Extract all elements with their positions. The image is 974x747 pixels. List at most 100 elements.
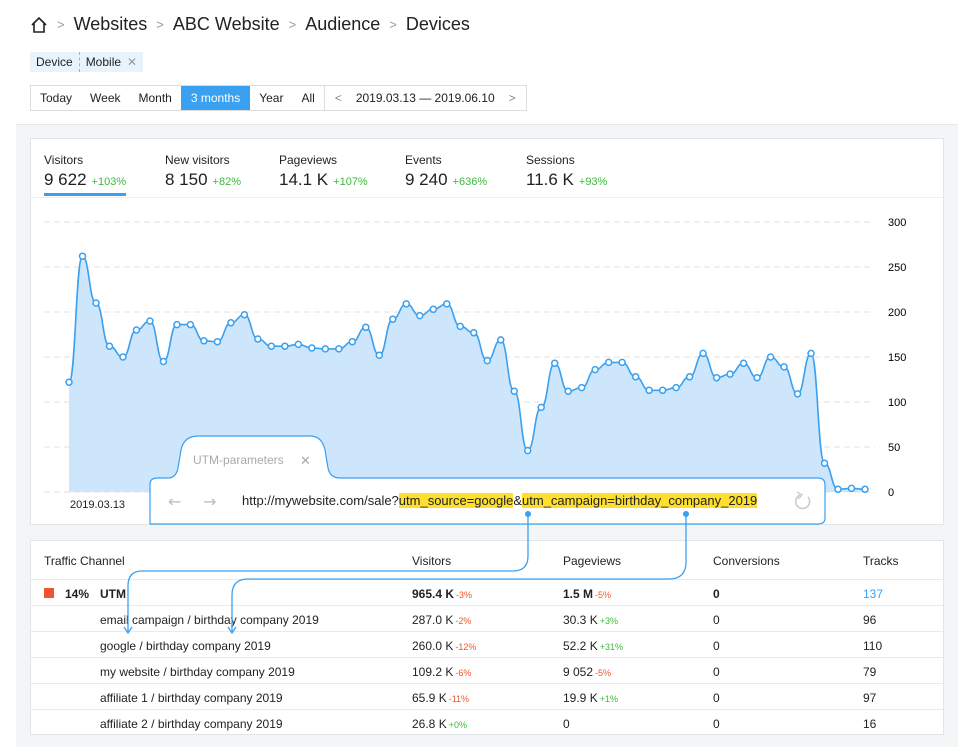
data-point[interactable] <box>105 342 114 350</box>
period-year[interactable]: Year <box>259 91 284 105</box>
table-row[interactable]: affiliate 1 / birthday company 2019 65.9… <box>31 683 943 709</box>
data-point[interactable] <box>631 373 640 381</box>
period-today[interactable]: Today <box>40 91 73 105</box>
chevron-right-icon: > <box>288 17 297 32</box>
data-point[interactable] <box>591 365 599 374</box>
chevron-right-icon[interactable]: > <box>508 91 516 105</box>
data-point[interactable] <box>456 322 465 331</box>
data-point[interactable] <box>78 252 87 260</box>
data-point[interactable] <box>685 373 694 381</box>
data-point[interactable] <box>186 320 195 329</box>
data-point[interactable] <box>645 386 653 395</box>
data-point[interactable] <box>496 336 505 344</box>
table-row-group[interactable]: 14% UTM 965.4 K -3% 1.5 M -5% 0 137 <box>31 579 943 605</box>
data-point[interactable] <box>213 337 222 346</box>
data-point[interactable] <box>712 373 721 382</box>
data-point[interactable] <box>483 356 491 365</box>
data-point[interactable] <box>146 317 154 325</box>
table-row[interactable]: google / birthday company 2019 260.0 K -1… <box>31 631 943 657</box>
data-point[interactable] <box>132 326 141 334</box>
data-point[interactable] <box>375 351 384 359</box>
data-point[interactable] <box>159 357 168 366</box>
data-point[interactable] <box>834 485 842 494</box>
chevron-left-icon[interactable]: < <box>334 91 342 105</box>
breadcrumb-abc-website[interactable]: ABC Website <box>172 14 280 34</box>
breadcrumb-websites[interactable]: Websites <box>73 14 148 34</box>
data-point[interactable] <box>658 386 667 395</box>
stat-new-visitors[interactable]: New visitors 8 150 +82% <box>165 153 241 190</box>
data-point[interactable] <box>861 485 869 494</box>
data-point[interactable] <box>119 353 127 361</box>
data-point[interactable] <box>739 359 748 368</box>
data-point[interactable] <box>321 345 330 353</box>
period-month[interactable]: Month <box>138 91 172 105</box>
data-point[interactable] <box>281 342 289 350</box>
data-point[interactable] <box>335 345 343 353</box>
data-point[interactable] <box>267 342 276 350</box>
data-point[interactable] <box>294 340 303 349</box>
data-point[interactable] <box>780 363 788 371</box>
reload-icon[interactable] <box>794 491 811 510</box>
home-icon[interactable] <box>30 16 48 34</box>
data-point[interactable] <box>443 300 451 308</box>
close-icon[interactable]: ✕ <box>127 55 138 69</box>
header-traffic-channel[interactable]: Traffic Channel <box>44 554 125 568</box>
data-point[interactable] <box>820 459 829 467</box>
data-point[interactable] <box>389 315 397 323</box>
breadcrumb-audience[interactable]: Audience <box>305 14 381 34</box>
chevron-right-icon: > <box>156 17 164 32</box>
table-row[interactable]: affiliate 2 / birthday company 2019 26.8… <box>31 709 943 735</box>
data-point[interactable] <box>672 383 680 392</box>
data-point[interactable] <box>793 390 802 398</box>
data-point[interactable] <box>564 387 572 395</box>
data-point[interactable] <box>753 373 761 382</box>
close-icon[interactable]: ✕ <box>300 453 311 468</box>
data-point[interactable] <box>227 319 235 327</box>
data-point[interactable] <box>469 328 478 337</box>
data-point[interactable] <box>240 310 249 319</box>
tracks-link[interactable]: 137 <box>863 587 884 601</box>
data-point[interactable] <box>362 323 370 332</box>
table-row[interactable]: my website / birthday company 2019 109.2… <box>31 657 943 683</box>
period-week[interactable]: Week <box>90 91 121 105</box>
data-point[interactable] <box>402 300 411 308</box>
data-point[interactable] <box>416 311 424 320</box>
data-point[interactable] <box>254 335 262 343</box>
data-point[interactable] <box>537 403 545 412</box>
data-point[interactable] <box>348 337 357 346</box>
data-point[interactable] <box>429 305 438 314</box>
header-tracks[interactable]: Tracks <box>863 554 899 568</box>
data-point[interactable] <box>604 358 613 367</box>
period-all[interactable]: All <box>301 91 315 105</box>
data-point[interactable] <box>308 344 316 352</box>
data-point[interactable] <box>550 359 559 368</box>
data-point[interactable] <box>173 320 181 329</box>
stat-sessions[interactable]: Sessions 11.6 K +93% <box>526 153 607 190</box>
stat-pageviews[interactable]: Pageviews 14.1 K +107% <box>279 153 368 190</box>
back-arrow-icon[interactable]: ← <box>168 492 181 511</box>
data-point[interactable] <box>618 358 626 367</box>
stat-events[interactable]: Events 9 240 +636% <box>405 153 487 190</box>
utm-url[interactable]: http://mywebsite.com/sale?utm_source=goo… <box>242 493 758 508</box>
header-conversions[interactable]: Conversions <box>713 554 780 568</box>
data-point[interactable] <box>92 299 100 307</box>
data-point[interactable] <box>847 484 856 493</box>
data-point[interactable] <box>699 349 707 358</box>
date-range-text[interactable]: 2019.03.13 — 2019.06.10 <box>355 91 495 105</box>
data-point[interactable] <box>766 353 775 361</box>
filter-chip[interactable]: Device Mobile ✕ <box>30 52 144 72</box>
table-row[interactable]: email campaign / birthday company 2019 2… <box>31 605 943 631</box>
data-point[interactable] <box>807 349 815 358</box>
header-visitors[interactable]: Visitors <box>412 554 452 568</box>
data-point[interactable] <box>510 387 518 395</box>
header-pageviews[interactable]: Pageviews <box>563 554 622 568</box>
data-point[interactable] <box>726 370 734 378</box>
period-3-months[interactable]: 3 months <box>180 86 251 110</box>
forward-arrow-icon[interactable]: → <box>203 492 216 511</box>
data-point[interactable] <box>523 446 532 455</box>
data-point[interactable] <box>200 337 208 345</box>
data-point[interactable] <box>65 378 73 386</box>
stat-visitors[interactable]: Visitors 9 622 +103% <box>44 153 126 190</box>
data-point[interactable] <box>577 383 586 392</box>
y-tick-label: 300 <box>888 217 906 229</box>
